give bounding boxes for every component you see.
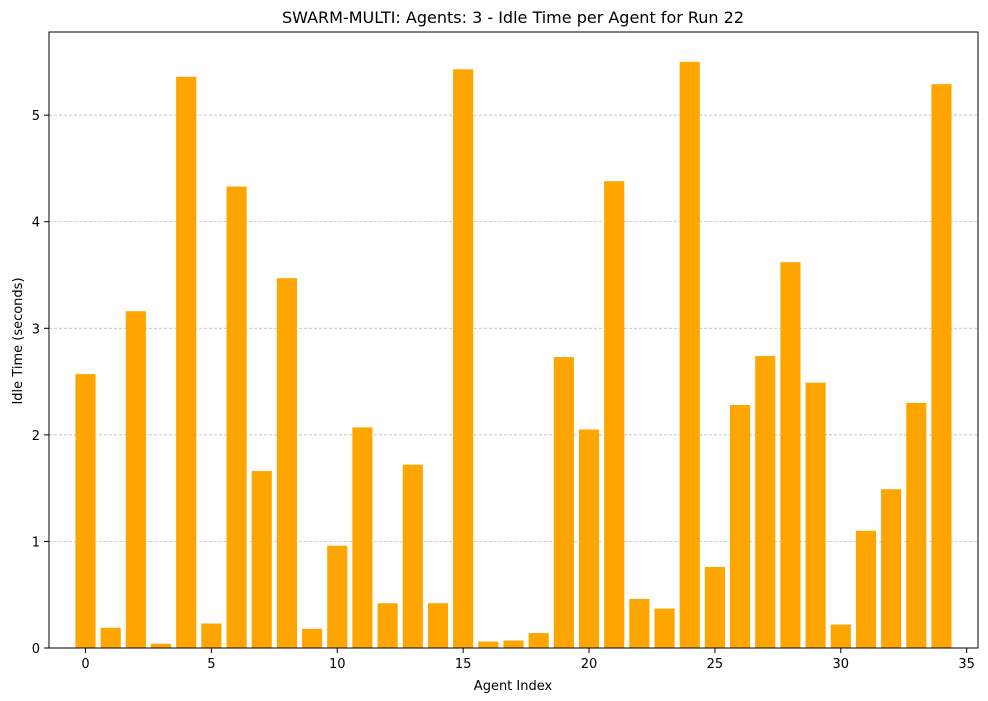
y-tick-label: 0 [32,642,40,657]
bar [654,608,675,648]
bar [553,357,574,648]
y-tick-label: 2 [32,429,40,444]
bar [75,374,96,648]
bar [503,640,524,648]
bar [578,429,600,648]
bar [780,262,801,648]
y-axis-ticks: 0 1 2 3 4 5 [32,109,49,657]
x-tick-label: 0 [81,657,89,672]
x-axis-ticks: 0 5 10 15 20 25 30 35 [81,648,975,672]
bar [125,311,146,648]
y-tick-label: 4 [32,216,40,231]
y-tick-label: 5 [32,109,40,124]
bar [150,643,172,648]
bar [352,427,373,648]
x-tick-label: 20 [581,657,598,672]
bar [730,405,751,648]
bar [755,355,776,648]
bar [604,181,625,648]
bar [226,186,247,648]
bar [276,278,297,648]
bars [75,61,952,649]
chart-title: SWARM-MULTI: Agents: 3 - Idle Time per A… [282,8,744,27]
x-tick-label: 30 [833,657,850,672]
bar [302,628,323,648]
x-tick-label: 15 [455,657,472,672]
bar [931,84,952,649]
bar [855,530,877,648]
plot-frame [48,31,979,649]
bar [805,382,826,648]
bar [377,603,398,648]
bar [906,402,927,648]
bar [704,567,725,648]
bar [830,624,851,648]
bar [327,545,348,648]
bar [629,598,650,648]
bar [176,76,197,649]
bar [679,61,700,649]
x-tick-label: 10 [329,657,346,672]
bar [402,464,423,648]
bar [478,641,499,648]
x-tick-label: 35 [958,657,975,672]
bar [201,623,222,648]
x-tick-label: 5 [207,657,215,672]
y-tick-label: 1 [32,535,40,550]
x-tick-label: 25 [707,657,724,672]
bar [881,489,902,648]
x-axis-label: Agent Index [474,679,553,694]
bar [453,69,474,649]
y-axis-label: Idle Time (seconds) [11,277,26,404]
bar [427,603,449,648]
bar [100,627,121,648]
bar [528,633,549,648]
bar [251,471,272,648]
y-tick-label: 3 [32,322,40,337]
